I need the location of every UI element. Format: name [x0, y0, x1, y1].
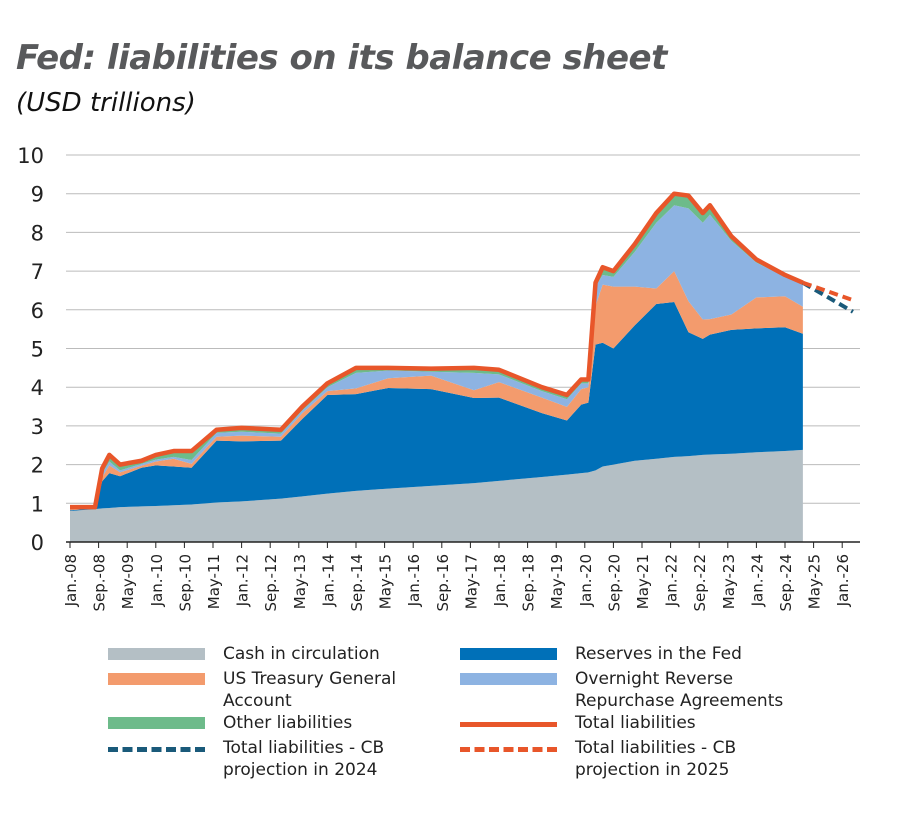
x-tick-label: Sep.-08 [91, 554, 109, 612]
x-tick-label: May-13 [291, 554, 309, 609]
legend-swatch [460, 722, 557, 727]
y-tick-label: 0 [31, 531, 44, 555]
legend-swatch [108, 648, 205, 660]
x-tick-label: Sep.-18 [520, 554, 538, 612]
legend-item-reserves: Reserves in the Fed [460, 643, 742, 665]
legend-label: Overnight Reverse Repurchase Agreements [575, 669, 784, 711]
x-tick-label: May-15 [377, 554, 395, 609]
x-tick-label: Jan.-14 [319, 554, 337, 607]
x-tick-label: May-09 [119, 554, 137, 609]
x-tick-label: Sep.-12 [262, 554, 280, 612]
legend-swatch [108, 673, 205, 685]
legend-item-tga: US Treasury General Account [108, 668, 428, 712]
x-tick-label: May-19 [548, 554, 566, 609]
x-tick-label: Jan.-22 [663, 554, 681, 607]
legend-swatch [460, 648, 557, 660]
legend-item-cash: Cash in circulation [108, 643, 380, 665]
y-tick-label: 2 [31, 454, 44, 478]
x-tick-label: May-21 [634, 554, 652, 609]
legend-label: Total liabilities - CB projection in 202… [223, 738, 385, 780]
y-tick-label: 7 [31, 260, 44, 284]
x-tick-label: Sep.-10 [176, 554, 194, 612]
area-us-treasury-general-account [70, 271, 803, 511]
area-reserves-in-the-fed [70, 302, 803, 512]
legend-label: US Treasury General Account [223, 669, 397, 711]
x-tick-label: Jan.-18 [491, 554, 509, 607]
x-tick-label: Jan.-16 [405, 554, 423, 607]
x-tick-label: May-25 [806, 554, 824, 609]
legend-label: Reserves in the Fed [575, 644, 742, 664]
x-tick-label: May-23 [720, 554, 738, 609]
area-cash-in-circulation [70, 449, 803, 542]
y-tick-label: 9 [31, 183, 44, 207]
total-liabilities-line [70, 191, 804, 510]
x-tick-label: Sep.-16 [434, 554, 452, 612]
legend-label: Cash in circulation [223, 644, 380, 664]
x-tick-label: May-17 [462, 554, 480, 609]
x-tick-label: Sep.-24 [777, 554, 795, 612]
projection-line [802, 280, 854, 303]
y-tick-label: 3 [31, 415, 44, 439]
legend-item-other: Other liabilities [108, 712, 352, 734]
y-tick-label: 4 [31, 376, 44, 400]
legend-swatch [460, 673, 557, 685]
y-tick-label: 8 [31, 221, 44, 245]
projection-line [801, 280, 854, 314]
chart-title: Fed: liabilities on its balance sheet [16, 38, 667, 78]
x-tick-label: Jan.-26 [834, 554, 852, 607]
chart: 0 1 2 3 4 5 6 7 8 9 10 Jan.-08 Sep.-08 May-09 Jan.-10 S… [17, 144, 860, 612]
x-tick-label: Sep.-22 [691, 554, 709, 612]
legend-swatch [108, 717, 205, 729]
x-tick-label: Sep.-14 [348, 554, 366, 612]
x-tick-label: Jan.-20 [577, 554, 595, 607]
legend-label: Other liabilities [223, 713, 353, 733]
legend-label: Total liabilities - CB projection in 202… [575, 738, 737, 780]
y-tick-label: 6 [31, 299, 44, 323]
x-tick-label: Sep.-20 [605, 554, 623, 612]
area-overnight-reverse-repurchase-agreements [70, 205, 803, 510]
legend-label: Total liabilities [575, 713, 696, 733]
legend-item-proj-2024: Total liabilities - CB projection in 202… [108, 737, 438, 781]
legend-item-proj-2025: Total liabilities - CB projection in 202… [460, 737, 790, 781]
x-tick-label: Jan.-10 [148, 554, 166, 607]
y-tick-label: 5 [31, 338, 44, 362]
y-tick-label: 10 [17, 144, 44, 168]
legend-swatch [460, 747, 557, 752]
y-tick-label: 1 [31, 492, 44, 516]
legend-item-total: Total liabilities [460, 712, 696, 734]
x-tick-label: Jan.-08 [62, 554, 80, 607]
x-tick-label: Jan.-24 [748, 554, 766, 607]
x-tick-label: May-11 [205, 554, 223, 609]
x-tick-label: Jan.-12 [234, 554, 252, 607]
legend-item-rrp: Overnight Reverse Repurchase Agreements [460, 668, 800, 712]
chart-subtitle: (USD trillions) [16, 88, 196, 118]
legend-swatch [108, 747, 205, 752]
